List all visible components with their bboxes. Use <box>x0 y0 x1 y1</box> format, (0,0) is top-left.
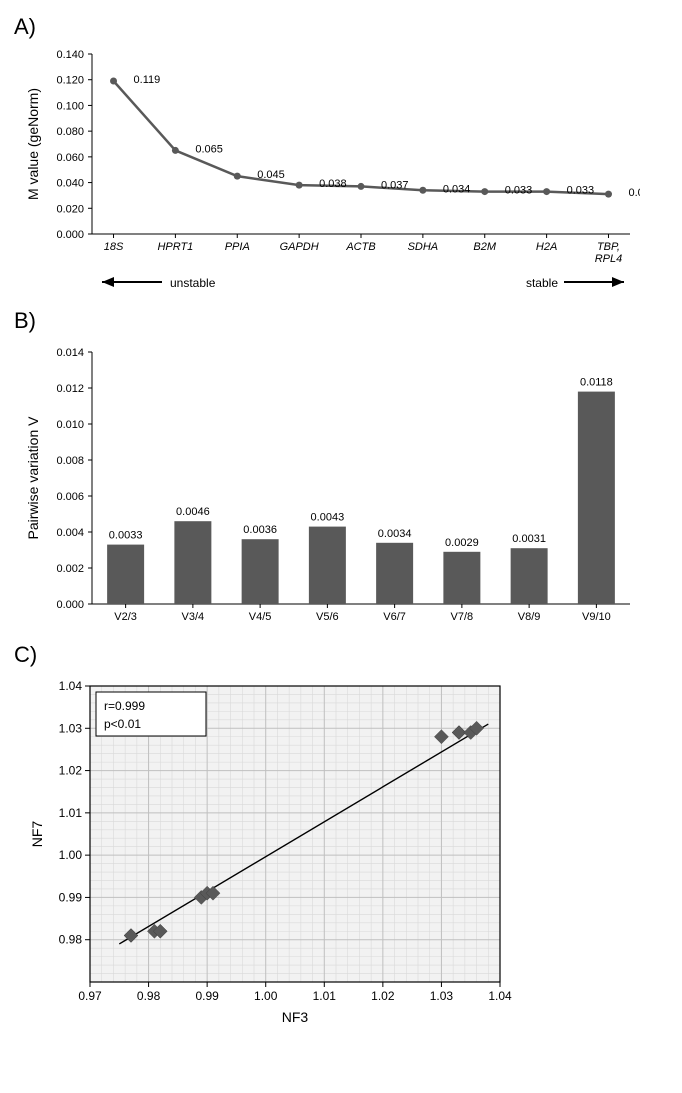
x-tick-label: 0.97 <box>78 989 102 1003</box>
point-label: 0.033 <box>567 185 595 197</box>
bar <box>578 392 615 604</box>
point-label: 0.034 <box>443 183 471 195</box>
y-tick-label: 1.02 <box>59 764 83 778</box>
y-axis-label: Pairwise variation V <box>25 416 41 540</box>
panel-b-label: B) <box>14 308 662 334</box>
x-category-label: B2M <box>473 241 496 253</box>
x-tick-label: 0.99 <box>195 989 219 1003</box>
y-tick-label: 0.006 <box>56 491 84 503</box>
y-tick-label: 0.98 <box>59 933 83 947</box>
x-category-label: H2A <box>536 241 557 253</box>
x-tick-label: 1.01 <box>313 989 337 1003</box>
y-tick-label: 0.012 <box>56 383 84 395</box>
y-tick-label: 1.00 <box>59 848 83 862</box>
data-point <box>172 147 179 154</box>
y-tick-label: 1.01 <box>59 806 83 820</box>
y-axis-label: M value (geNorm) <box>25 88 41 200</box>
x-category-label: TBP, <box>597 241 620 253</box>
x-axis-label: NF3 <box>282 1009 309 1025</box>
data-point <box>543 188 550 195</box>
bar-value-label: 0.0043 <box>311 512 345 524</box>
point-label: 0.033 <box>505 185 533 197</box>
bar <box>174 521 211 604</box>
stable-label: stable <box>526 276 558 290</box>
y-tick-label: 0.080 <box>56 126 84 138</box>
x-category-label: GAPDH <box>280 241 319 253</box>
y-tick-label: 1.04 <box>59 679 83 693</box>
x-category-label: HPRT1 <box>157 241 193 253</box>
x-category-label: V3/4 <box>182 611 205 623</box>
x-category-label: V4/5 <box>249 611 272 623</box>
data-point <box>234 173 241 180</box>
bar-value-label: 0.0036 <box>243 524 277 536</box>
panel-b-chart: 0.000 0.002 0.004 0.006 0.008 0.010 0.012 0.014… <box>20 338 662 638</box>
y-tick-label: 0.000 <box>56 229 84 241</box>
x-tick-label: 1.03 <box>430 989 454 1003</box>
x-category-label: V8/9 <box>518 611 541 623</box>
y-tick-label: 1.03 <box>59 721 83 735</box>
y-tick-label: 0.120 <box>56 75 84 87</box>
bar-value-label: 0.0033 <box>109 530 143 542</box>
bar-value-label: 0.0029 <box>445 537 479 549</box>
x-category-label: SDHA <box>408 241 439 253</box>
x-category-label: 18S <box>104 241 124 253</box>
y-tick-label: 0.040 <box>56 178 84 190</box>
y-tick-label: 0.020 <box>56 203 84 215</box>
y-tick-label: 0.99 <box>59 890 83 904</box>
point-label: 0.031 <box>628 187 640 199</box>
data-point <box>110 78 117 85</box>
x-category-label: V9/10 <box>582 611 611 623</box>
panel-c-label: C) <box>14 642 662 668</box>
bar-value-label: 0.0031 <box>512 533 546 545</box>
stats-text: p<0.01 <box>104 717 141 731</box>
y-tick-label: 0.004 <box>56 527 84 539</box>
bar-value-label: 0.0034 <box>378 528 412 540</box>
data-point <box>419 187 426 194</box>
y-tick-label: 0.014 <box>56 347 84 359</box>
y-tick-label: 0.060 <box>56 152 84 164</box>
bar <box>376 543 413 604</box>
point-label: 0.037 <box>381 179 409 191</box>
y-axis-label: NF7 <box>29 821 45 848</box>
x-tick-label: 1.04 <box>488 989 512 1003</box>
x-tick-label: 1.00 <box>254 989 278 1003</box>
x-category-label: V5/6 <box>316 611 339 623</box>
point-label: 0.119 <box>134 74 161 86</box>
data-point <box>605 191 612 198</box>
x-category-label: ACTB <box>345 241 375 253</box>
y-tick-label: 0.140 <box>56 49 84 61</box>
x-category-label: V6/7 <box>383 611 406 623</box>
data-point <box>358 183 365 190</box>
point-label: 0.065 <box>195 143 223 155</box>
point-label: 0.045 <box>257 169 285 181</box>
bar <box>107 545 144 604</box>
unstable-label: unstable <box>170 276 216 290</box>
x-category-label: V2/3 <box>114 611 137 623</box>
x-tick-label: 1.02 <box>371 989 395 1003</box>
stats-text: r=0.999 <box>104 699 145 713</box>
x-category-label: V7/8 <box>451 611 474 623</box>
data-point <box>296 182 303 189</box>
y-tick-label: 0.010 <box>56 419 84 431</box>
bar <box>443 552 480 604</box>
bar <box>242 539 279 604</box>
x-tick-label: 0.98 <box>137 989 161 1003</box>
y-tick-label: 0.008 <box>56 455 84 467</box>
y-tick-label: 0.100 <box>56 100 84 112</box>
panel-c-chart: 0.97 0.98 0.99 1.00 1.01 1.02 1.03 1.04 0.98 0.99… <box>20 672 662 1032</box>
bar-value-label: 0.0046 <box>176 506 210 518</box>
y-tick-label: 0.002 <box>56 563 84 575</box>
panel-a-chart: 0.000 0.020 0.040 0.060 0.080 0.100 0.120 0.140… <box>20 44 662 304</box>
bar-value-label: 0.0118 <box>580 377 613 389</box>
x-category-label: RPL4 <box>595 253 623 265</box>
panel-a-label: A) <box>14 14 662 40</box>
bar <box>309 527 346 604</box>
y-tick-label: 0.000 <box>56 599 84 611</box>
x-category-label: PPIA <box>225 241 250 253</box>
point-label: 0.038 <box>319 178 347 190</box>
data-point <box>481 188 488 195</box>
bar <box>511 548 548 604</box>
